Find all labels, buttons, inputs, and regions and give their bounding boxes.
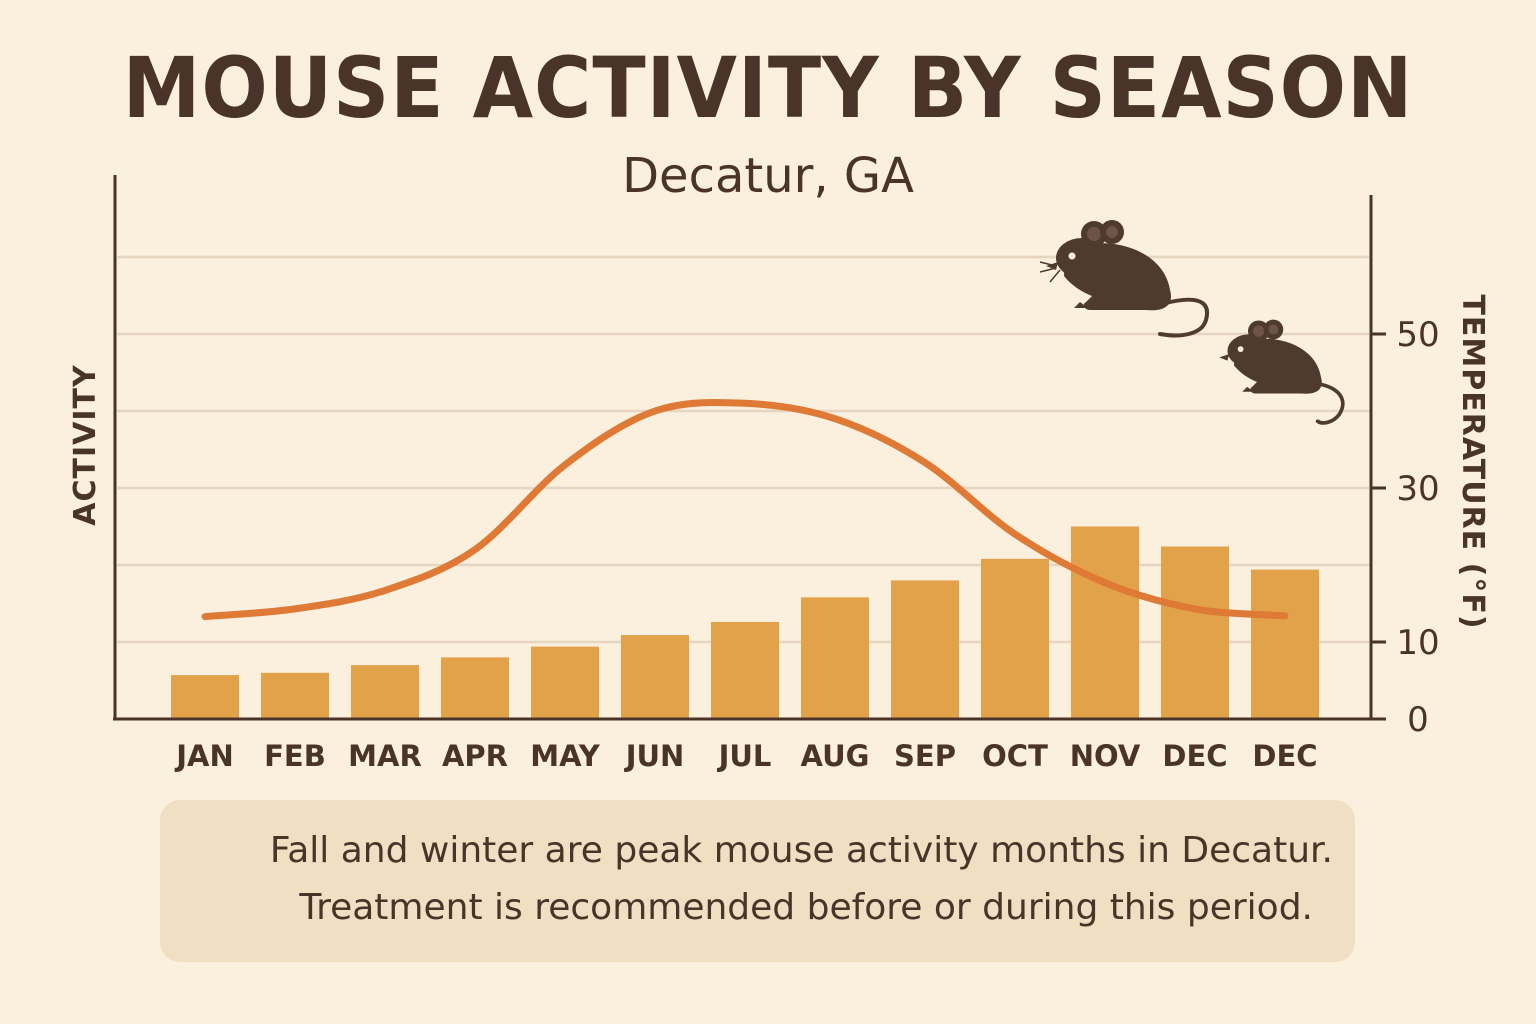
- bar-series: [171, 526, 1319, 719]
- bar-mar: [351, 665, 419, 719]
- bar-jul: [711, 621, 779, 719]
- y-tick-labels: 0 10 30 50: [1371, 315, 1440, 740]
- caption-box: Fall and winter are peak mouse activity …: [160, 800, 1355, 962]
- y-tick-label: 10: [1396, 623, 1439, 663]
- axes: [113, 175, 1386, 721]
- page-subtitle: Decatur, GA: [622, 148, 914, 204]
- bar-sep: [891, 580, 959, 719]
- x-tick-label: JUL: [717, 739, 772, 773]
- bar-dec: [1161, 546, 1229, 719]
- bar-nov: [1071, 526, 1139, 719]
- bar-jan: [171, 675, 239, 719]
- bar-oct: [981, 558, 1049, 719]
- bar-jun: [621, 635, 689, 719]
- bar-dec: [1251, 569, 1319, 719]
- temperature-line: [201, 398, 1289, 621]
- page-title: MOUSE ACTIVITY BY SEASON: [122, 39, 1414, 137]
- y-axis-label-left: ACTIVITY: [68, 364, 103, 526]
- caption-line-2: Treatment is recommended before or durin…: [299, 887, 1313, 928]
- bar-may: [531, 646, 599, 719]
- x-tick-label: DEC: [1252, 739, 1317, 773]
- mouse-icon: [1039, 220, 1210, 338]
- x-tick-label: JAN: [174, 739, 234, 773]
- caption-line-1: Fall and winter are peak mouse activity …: [269, 830, 1333, 871]
- bar-feb: [261, 672, 329, 719]
- mouse-icon: [1219, 319, 1345, 425]
- x-tick-label: DEC: [1162, 739, 1227, 773]
- y-tick-label: 50: [1396, 315, 1439, 355]
- x-tick-label: SEP: [894, 739, 956, 773]
- y-tick-label: 30: [1396, 469, 1439, 509]
- x-tick-labels: JAN FEB MAR APR MAY JUN JUL AUG SEP OCT NOV DEC DEC: [174, 739, 1317, 773]
- bar-apr: [441, 657, 509, 719]
- temperature-series: [201, 398, 1289, 621]
- x-tick-label: NOV: [1070, 739, 1141, 773]
- y-tick-label: 0: [1407, 700, 1429, 740]
- bar-aug: [801, 597, 869, 719]
- x-tick-label: FEB: [264, 739, 326, 773]
- x-tick-label: APR: [442, 739, 508, 773]
- x-tick-label: JUN: [624, 739, 685, 773]
- x-tick-label: AUG: [801, 739, 870, 773]
- x-tick-label: MAR: [348, 739, 422, 773]
- x-tick-label: OCT: [982, 739, 1048, 773]
- y-axis-label-right: TEMPERATURE (°F): [1455, 294, 1490, 629]
- x-tick-label: MAY: [530, 739, 601, 773]
